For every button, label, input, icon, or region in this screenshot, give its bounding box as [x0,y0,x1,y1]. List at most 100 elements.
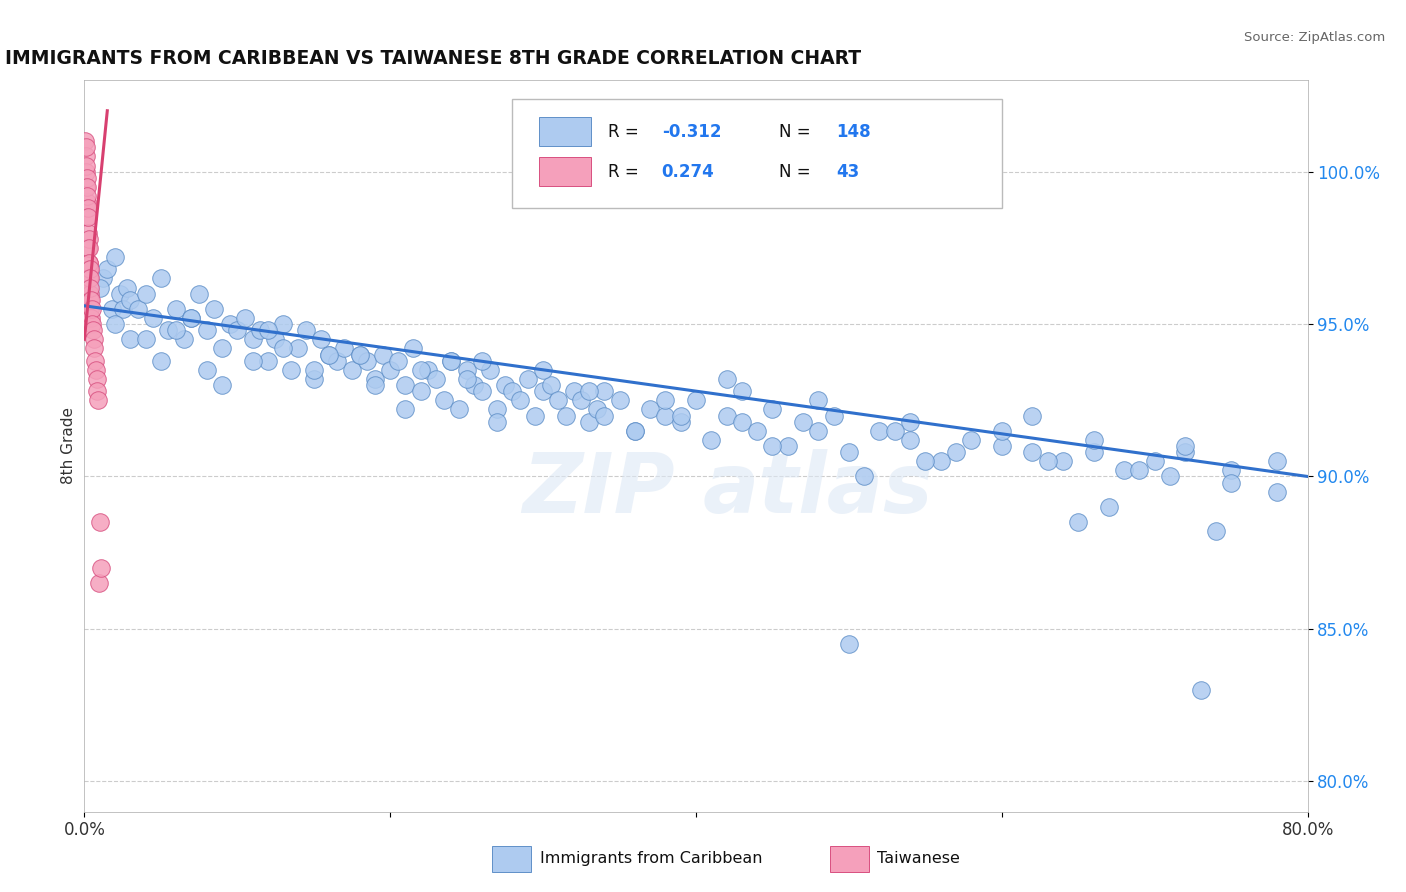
Point [90,561,112,575]
Point [91,271,114,285]
Point [271,342,294,356]
Point [1052,454,1074,468]
Point [1083,433,1105,447]
Point [807,424,830,438]
Point [202,301,225,316]
Point [76,195,98,210]
Point [195,363,218,377]
Point [79,262,101,277]
Point [77,271,100,285]
Point [883,424,905,438]
Point [562,384,585,398]
Point [135,286,157,301]
Point [76,180,98,194]
Text: N =: N = [779,162,815,181]
Point [80,317,103,331]
Point [478,363,501,377]
Point [195,323,218,337]
Point [180,310,202,325]
Point [325,353,347,368]
Point [593,384,616,398]
Point [295,323,318,337]
Point [264,332,287,346]
Point [1174,439,1197,453]
Point [79,286,101,301]
Text: 43: 43 [837,162,860,181]
Point [76,211,98,225]
Point [1128,463,1150,477]
Point [77,241,100,255]
Point [1083,445,1105,459]
Point [311,332,333,346]
Point [716,409,738,423]
Point [79,301,101,316]
Point [853,469,876,483]
Point [104,317,127,331]
Point [87,393,110,408]
Point [77,211,100,225]
Point [318,347,340,361]
Point [87,576,110,591]
Point [578,415,600,429]
Point [638,402,661,417]
Text: IMMIGRANTS FROM CARIBBEAN VS TAIWANESE 8TH GRADE CORRELATION CHART: IMMIGRANTS FROM CARIBBEAN VS TAIWANESE 8… [4,48,860,68]
Point [960,433,983,447]
Point [349,347,371,361]
Point [1174,445,1197,459]
Point [402,342,425,356]
Point [447,402,470,417]
Point [929,454,952,468]
Point [77,232,100,246]
Point [180,310,202,325]
Point [387,353,409,368]
Bar [540,157,591,186]
Point [761,439,783,453]
Point [83,342,105,356]
Point [257,323,280,337]
Point [333,342,356,356]
Point [700,433,723,447]
Point [165,301,187,316]
Point [409,384,432,398]
Point [945,445,967,459]
Point [89,280,111,294]
Point [669,415,692,429]
Point [104,250,127,264]
Point [609,393,631,408]
Point [807,393,830,408]
Point [624,424,647,438]
Point [257,353,280,368]
Point [1021,445,1043,459]
Point [1265,484,1288,499]
Point [75,134,97,148]
Point [76,170,98,185]
Text: -0.312: -0.312 [662,123,721,141]
Point [471,384,494,398]
Point [76,226,98,240]
Point [1021,409,1043,423]
Text: Source: ZipAtlas.com: Source: ZipAtlas.com [1244,31,1385,45]
Point [157,323,180,337]
Point [776,439,799,453]
Point [96,262,118,277]
Point [115,280,138,294]
Point [76,201,98,215]
Point [76,189,98,203]
Point [79,271,101,285]
Point [990,424,1012,438]
Point [501,384,523,398]
Point [394,402,416,417]
Point [242,332,264,346]
Point [838,637,860,651]
Point [509,393,531,408]
Point [75,149,97,163]
Point [1036,454,1059,468]
Text: R =: R = [607,123,644,141]
Point [761,402,783,417]
Point [226,323,249,337]
Point [914,454,936,468]
Point [120,293,142,307]
Text: atlas: atlas [703,450,934,531]
Point [1067,515,1090,529]
Point [120,332,142,346]
